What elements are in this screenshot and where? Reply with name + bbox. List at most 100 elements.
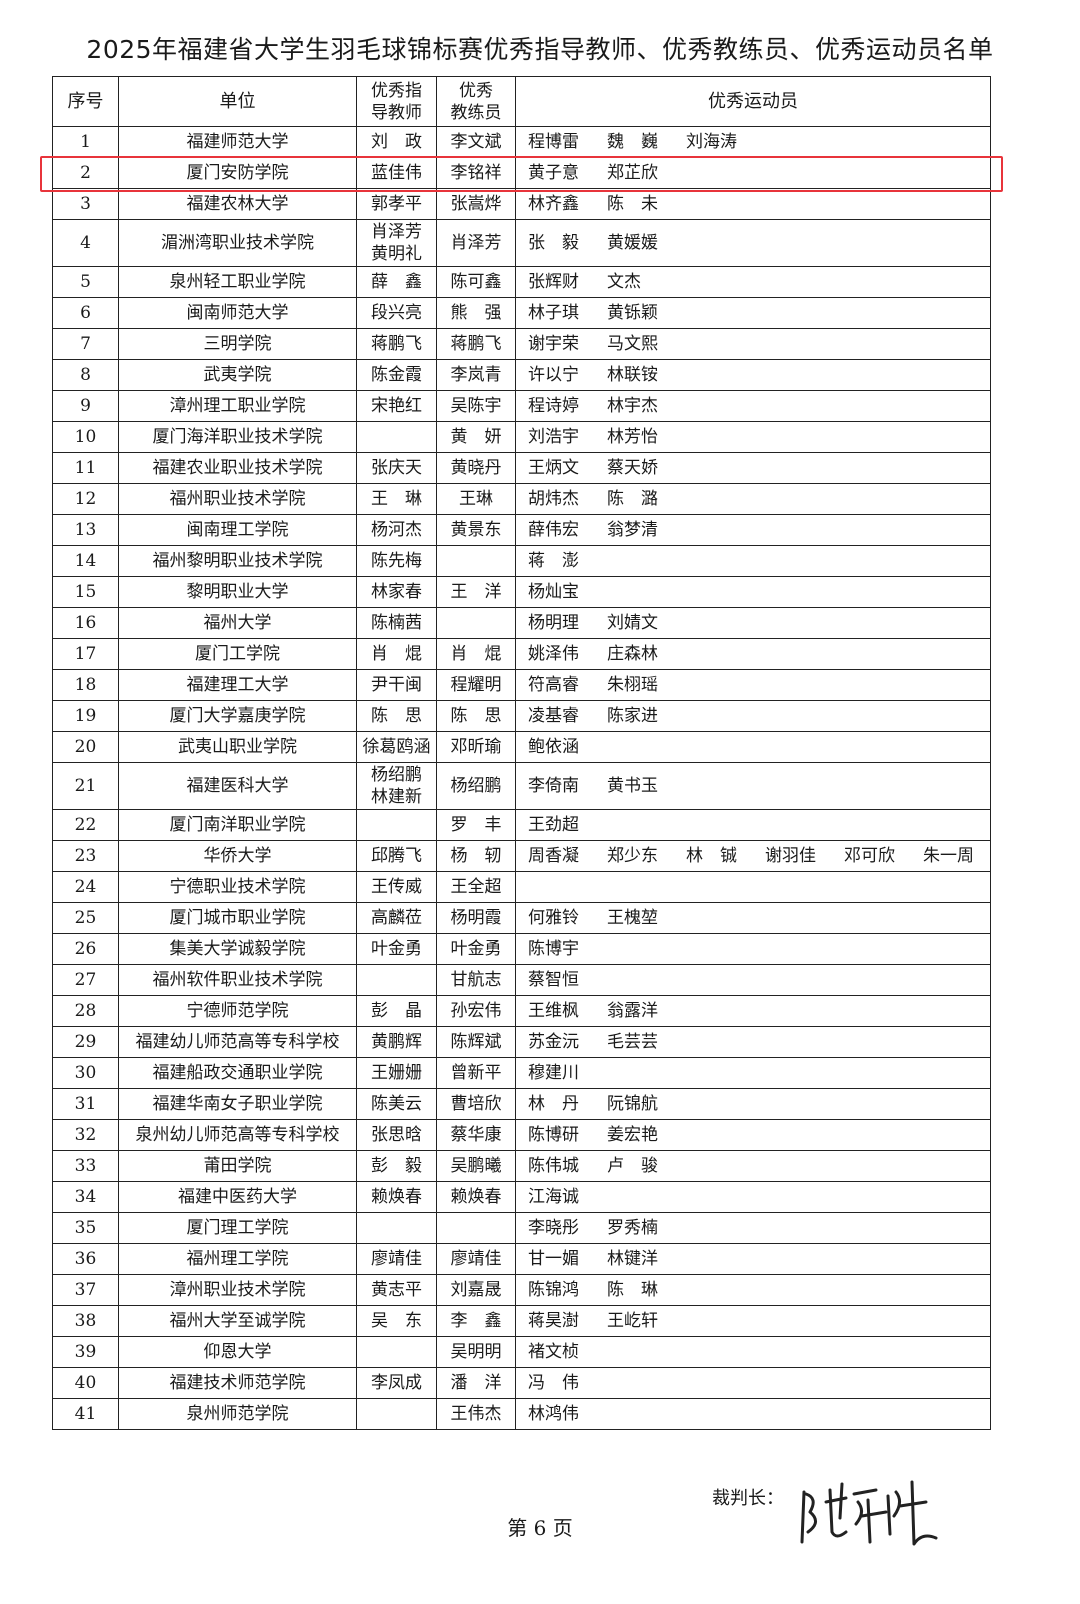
athlete-name: 王维枫: [528, 1001, 579, 1021]
table-row: 19 厦门大学嘉庚学院陈 思陈 思凌基睿 陈家进: [52, 700, 991, 732]
coach-name: 蒋鹏飞: [436, 328, 516, 360]
table-row: 5 泉州轻工职业学院薛 鑫陈可鑫 张辉财 文杰: [52, 266, 991, 298]
teacher-cell: [356, 809, 437, 841]
teacher-cell: 吴 东: [356, 1305, 437, 1337]
row-number: 9: [52, 390, 119, 422]
athlete-name: 林宇杰: [607, 396, 658, 416]
table-row: 32 泉州幼儿师范高等专科学校 张思晗 蔡华康 陈博研 姜宏艳: [52, 1119, 991, 1151]
award-list-table: 序号 单位 优秀指 导教师 优秀 教练员 优秀运动员 1 福建师范大学刘 政李文斌 程博…: [52, 76, 991, 1430]
athletes-cell: 杨明理 刘婧文: [515, 607, 991, 639]
teacher-cell: 徐葛鸥涵: [356, 731, 437, 763]
row-number: 6: [52, 297, 119, 329]
table-row: 8 武夷学院 陈金霞 李岚青 许以宁 林联铵: [52, 359, 991, 391]
coach-name: 王伟杰: [436, 1398, 516, 1430]
athletes-cell: 林齐鑫 陈 未: [515, 188, 991, 220]
athlete-name: 翁露洋: [607, 1001, 658, 1021]
athletes-cell: 程诗婷 林宇杰: [515, 390, 991, 422]
table-row: 27 福州软件职业技术学院 甘航志 蔡智恒: [52, 964, 991, 996]
coach-name: 廖靖佳: [436, 1243, 516, 1275]
athletes-cell: 程博雷 魏 巍 刘海涛: [515, 126, 991, 158]
highlight-box: [40, 156, 1003, 192]
athletes-cell: 张 毅 黄媛媛: [515, 219, 991, 267]
athlete-name: 黄铄颖: [607, 303, 658, 323]
athlete-name: 谢宇荣: [528, 334, 579, 354]
athlete-name: 陈 未: [607, 194, 658, 214]
row-number: 35: [52, 1212, 119, 1244]
unit-name: 仰恩大学: [118, 1336, 357, 1368]
row-number: 11: [52, 452, 119, 484]
row-number: 14: [52, 545, 119, 577]
athletes-cell: 穆建川: [515, 1057, 991, 1089]
teacher-cell: 黄志平: [356, 1274, 437, 1306]
athlete-name: 朱栩瑶: [607, 675, 658, 695]
athletes-cell: 周香凝 郑少东 林 铖 谢羽佳 邓可欣 朱一周: [515, 840, 991, 872]
unit-name: 华侨大学: [118, 840, 357, 872]
coach-name: [436, 1212, 516, 1244]
unit-name: 福建师范大学: [118, 126, 357, 158]
unit-name: 福建中医药大学: [118, 1181, 357, 1213]
coach-name: 杨绍鹏: [436, 762, 516, 810]
teacher-cell: 赖焕春: [356, 1181, 437, 1213]
row-number: 29: [52, 1026, 119, 1058]
teacher-name: 杨绍鹏: [371, 765, 422, 785]
coach-name: 黄 妍: [436, 421, 516, 453]
athlete-name: 林 铖: [686, 846, 737, 866]
judge-label: 裁判长：: [712, 1488, 784, 1509]
unit-name: 厦门理工学院: [118, 1212, 357, 1244]
unit-name: 黎明职业大学: [118, 576, 357, 608]
table-row: 30 福建船政交通职业学院 王姗姗 曾新平 穆建川: [52, 1057, 991, 1089]
athlete-name: 王槐堃: [607, 908, 658, 928]
athlete-name: 林芳怡: [607, 427, 658, 447]
page-number: 第 6 页: [507, 1516, 573, 1540]
row-number: 32: [52, 1119, 119, 1151]
athletes-cell: 凌基睿 陈家进: [515, 700, 991, 732]
coach-name: 黄晓丹: [436, 452, 516, 484]
coach-name: 李岚青: [436, 359, 516, 391]
teacher-name: 蓝佳伟: [371, 163, 422, 183]
athlete-name: 陈锦鸿: [528, 1280, 579, 1300]
athlete-name: 李倚南: [528, 776, 579, 796]
unit-name: 福州理工学院: [118, 1243, 357, 1275]
row-number: 3: [52, 188, 119, 220]
athlete-name: 魏 巍: [607, 132, 658, 152]
teacher-cell: [356, 421, 437, 453]
unit-name: 湄洲湾职业技术学院: [118, 219, 357, 267]
athlete-name: 毛芸芸: [607, 1032, 658, 1052]
athlete-name: 许以宁: [528, 365, 579, 385]
coach-name: 黄景东: [436, 514, 516, 546]
athletes-cell: 林子琪 黄铄颖: [515, 297, 991, 329]
athletes-cell: 胡炜杰 陈 潞: [515, 483, 991, 515]
unit-name: 厦门海洋职业技术学院: [118, 421, 357, 453]
athlete-name: 鲍依涵: [528, 737, 579, 757]
row-number: 31: [52, 1088, 119, 1120]
table-body: 1 福建师范大学刘 政李文斌 程博雷魏 巍刘海涛 2 厦门安防学院 蓝佳伟 李铭祥 黄子意 郑芷…: [52, 126, 991, 1430]
athlete-name: 冯 伟: [528, 1373, 579, 1393]
coach-name: 叶金勇: [436, 933, 516, 965]
teacher-cell: 尹干闽: [356, 669, 437, 701]
unit-name: 厦门工学院: [118, 638, 357, 670]
teacher-cell: 杨河杰: [356, 514, 437, 546]
coach-name: 蔡华康: [436, 1119, 516, 1151]
teacher-name: 徐葛鸥涵: [362, 737, 431, 757]
athletes-cell: 李晓彤 罗秀楠: [515, 1212, 991, 1244]
row-number: 40: [52, 1367, 119, 1399]
teacher-name: 肖 焜: [371, 644, 422, 664]
athletes-cell: 薛伟宏 翁梦清: [515, 514, 991, 546]
row-number: 41: [52, 1398, 119, 1430]
teacher-name: 叶金勇: [371, 939, 422, 959]
coach-name: 潘 洋: [436, 1367, 516, 1399]
unit-name: 武夷山职业学院: [118, 731, 357, 763]
coach-name: 李 鑫: [436, 1305, 516, 1337]
athletes-cell: 陈博宇: [515, 933, 991, 965]
row-number: 8: [52, 359, 119, 391]
teacher-name: 尹干闽: [371, 675, 422, 695]
athlete-name: 李晓彤: [528, 1218, 579, 1238]
row-number: 13: [52, 514, 119, 546]
athlete-name: 林子琪: [528, 303, 579, 323]
teacher-name: 彭 毅: [371, 1156, 422, 1176]
row-number: 16: [52, 607, 119, 639]
athlete-name: 杨灿宝: [528, 582, 579, 602]
row-number: 10: [52, 421, 119, 453]
athlete-name: 江海诚: [528, 1187, 579, 1207]
athlete-name: 刘海涛: [686, 132, 737, 152]
